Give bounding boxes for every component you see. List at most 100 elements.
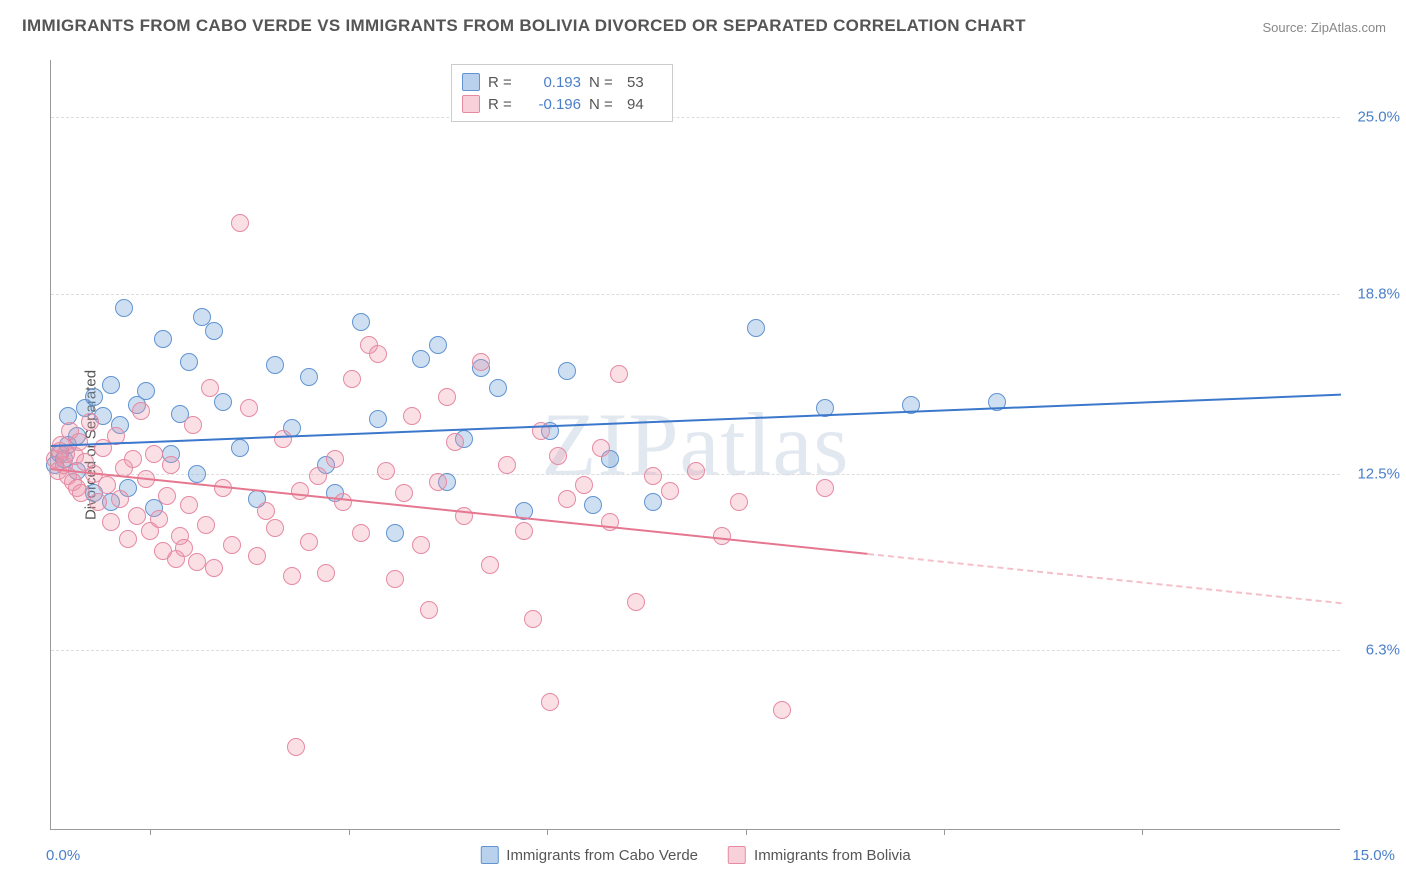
data-point: [386, 524, 404, 542]
data-point: [420, 601, 438, 619]
data-point: [395, 484, 413, 502]
data-point: [184, 416, 202, 434]
gridline: [51, 650, 1340, 651]
data-point: [369, 410, 387, 428]
data-point: [145, 445, 163, 463]
data-point: [515, 522, 533, 540]
data-point: [205, 322, 223, 340]
data-point: [231, 214, 249, 232]
legend-r-value-1: 0.193: [526, 74, 581, 91]
data-point: [102, 376, 120, 394]
x-tick: [1142, 829, 1143, 835]
data-point: [150, 510, 168, 528]
legend-r-value-2: -0.196: [526, 96, 581, 113]
data-point: [132, 402, 150, 420]
data-point: [214, 393, 232, 411]
legend-n-value-2: 94: [627, 96, 662, 113]
data-point: [201, 379, 219, 397]
data-point: [644, 467, 662, 485]
data-point: [197, 516, 215, 534]
data-point: [386, 570, 404, 588]
data-point: [70, 433, 88, 451]
data-point: [352, 313, 370, 331]
data-point: [584, 496, 602, 514]
data-point: [472, 353, 490, 371]
data-point: [162, 456, 180, 474]
y-tick-label: 25.0%: [1345, 109, 1400, 126]
data-point: [730, 493, 748, 511]
data-point: [223, 536, 241, 554]
data-point: [403, 407, 421, 425]
swatch-blue-icon: [462, 73, 480, 91]
data-point: [627, 593, 645, 611]
x-tick: [150, 829, 151, 835]
chart-title: IMMIGRANTS FROM CABO VERDE VS IMMIGRANTS…: [22, 16, 1026, 36]
data-point: [180, 496, 198, 514]
data-point: [248, 547, 266, 565]
data-point: [592, 439, 610, 457]
data-point: [773, 701, 791, 719]
data-point: [81, 413, 99, 431]
source-attribution: Source: ZipAtlas.com: [1262, 20, 1386, 35]
data-point: [377, 462, 395, 480]
swatch-blue-icon: [480, 846, 498, 864]
data-point: [558, 490, 576, 508]
data-point: [309, 467, 327, 485]
data-point: [644, 493, 662, 511]
data-point: [188, 465, 206, 483]
data-point: [231, 439, 249, 457]
data-point: [283, 567, 301, 585]
legend-item-cabo-verde: Immigrants from Cabo Verde: [480, 846, 698, 864]
data-point: [180, 353, 198, 371]
x-tick: [349, 829, 350, 835]
data-point: [575, 476, 593, 494]
gridline: [51, 117, 1340, 118]
data-point: [747, 319, 765, 337]
data-point: [300, 368, 318, 386]
swatch-pink-icon: [728, 846, 746, 864]
legend-item-bolivia: Immigrants from Bolivia: [728, 846, 911, 864]
data-point: [412, 350, 430, 368]
data-point: [266, 519, 284, 537]
data-point: [287, 738, 305, 756]
data-point: [205, 559, 223, 577]
data-point: [326, 450, 344, 468]
y-tick-label: 6.3%: [1345, 642, 1400, 659]
plot-area: Divorced or Separated ZIPatlas R = 0.193…: [50, 60, 1340, 830]
data-point: [111, 490, 129, 508]
data-point: [300, 533, 318, 551]
legend-stats: R = 0.193 N = 53 R = -0.196 N = 94: [451, 64, 673, 122]
legend-r-label: R =: [488, 96, 518, 113]
legend-r-label: R =: [488, 74, 518, 91]
data-point: [115, 299, 133, 317]
x-axis-max-label: 15.0%: [1352, 847, 1395, 864]
trendline-bolivia-dashed: [868, 553, 1341, 604]
x-axis-min-label: 0.0%: [46, 847, 80, 864]
data-point: [257, 502, 275, 520]
data-point: [85, 388, 103, 406]
data-point: [610, 365, 628, 383]
y-tick-label: 12.5%: [1345, 465, 1400, 482]
data-point: [89, 493, 107, 511]
data-point: [274, 430, 292, 448]
data-point: [446, 433, 464, 451]
legend-stats-row-1: R = 0.193 N = 53: [462, 71, 662, 93]
data-point: [124, 450, 142, 468]
data-point: [137, 382, 155, 400]
legend-series: Immigrants from Cabo Verde Immigrants fr…: [480, 846, 910, 864]
data-point: [119, 530, 137, 548]
data-point: [158, 487, 176, 505]
legend-n-label: N =: [589, 74, 619, 91]
data-point: [291, 482, 309, 500]
legend-n-label: N =: [589, 96, 619, 113]
data-point: [498, 456, 516, 474]
data-point: [188, 553, 206, 571]
data-point: [438, 388, 456, 406]
data-point: [524, 610, 542, 628]
data-point: [549, 447, 567, 465]
legend-n-value-1: 53: [627, 74, 662, 91]
data-point: [334, 493, 352, 511]
data-point: [661, 482, 679, 500]
swatch-pink-icon: [462, 95, 480, 113]
chart-container: { "title": "IMMIGRANTS FROM CABO VERDE V…: [0, 0, 1406, 892]
